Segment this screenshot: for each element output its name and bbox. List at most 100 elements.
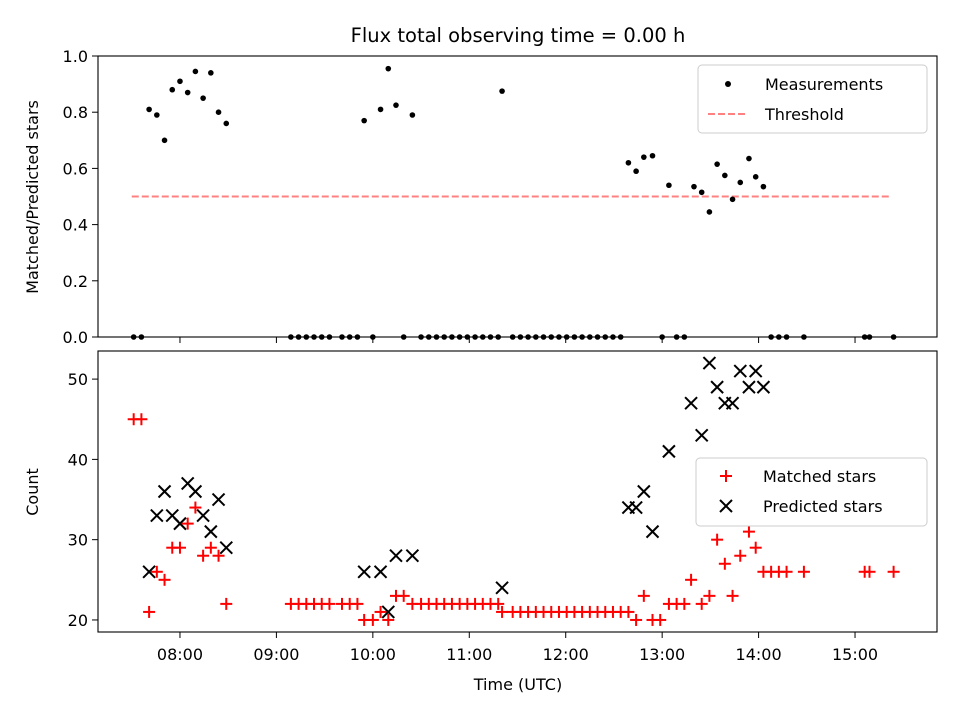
predicted-star-point bbox=[150, 508, 164, 523]
matched-star-point bbox=[135, 413, 148, 426]
matched-star-point bbox=[492, 597, 505, 610]
y-tick-label: 20 bbox=[68, 611, 88, 630]
measurement-point bbox=[760, 183, 767, 190]
top-x-axis-ticks bbox=[179, 337, 856, 343]
measurement-point bbox=[161, 137, 168, 144]
matched-star-point bbox=[734, 549, 747, 562]
measurement-point bbox=[729, 196, 736, 203]
bottom-y-axis-label: Count bbox=[23, 468, 42, 516]
measurement-point bbox=[625, 159, 632, 166]
predicted-star-point bbox=[142, 565, 156, 579]
matched-star-point bbox=[366, 613, 379, 626]
measurement-point bbox=[409, 112, 416, 118]
x-tick-label: 08:00 bbox=[157, 645, 203, 664]
top-y-axis: 0.0 0.2 0.4 0.6 0.8 1.0 bbox=[63, 47, 98, 347]
predicted-star-point bbox=[219, 540, 233, 555]
measurement-point bbox=[223, 120, 230, 127]
y-tick-label: 40 bbox=[68, 450, 88, 469]
matched-star-point bbox=[397, 589, 410, 602]
predicted-star-point bbox=[204, 524, 218, 539]
measurement-point bbox=[215, 109, 222, 115]
measurement-point bbox=[666, 182, 672, 189]
predicted-star-point bbox=[405, 549, 420, 563]
matched-star-point bbox=[654, 613, 667, 626]
top-legend-box bbox=[697, 64, 928, 134]
y-tick-label: 0.6 bbox=[63, 159, 88, 178]
measurement-point bbox=[200, 95, 206, 101]
measurement-point bbox=[737, 179, 744, 186]
matched-star-point bbox=[212, 549, 225, 562]
matched-star-point bbox=[780, 565, 793, 578]
top-data-marks bbox=[130, 65, 897, 340]
matched-star-point bbox=[382, 613, 395, 626]
matched-star-point bbox=[173, 541, 186, 554]
matched-star-point bbox=[726, 589, 739, 602]
predicted-star-point bbox=[188, 484, 203, 499]
measurement-point bbox=[691, 183, 697, 190]
top-panel: 0.0 0.2 0.4 0.6 0.8 1.0 Matched/Predicted sta… bbox=[23, 47, 938, 347]
legend-marker-measurements bbox=[725, 81, 731, 87]
matched-star-point bbox=[374, 605, 387, 618]
y-tick-label: 30 bbox=[68, 531, 88, 550]
predicted-star-point bbox=[157, 484, 172, 499]
bottom-axes-frame bbox=[97, 350, 938, 633]
measurement-point bbox=[649, 152, 656, 159]
y-tick-label: 0.0 bbox=[63, 328, 88, 347]
predicted-star-point bbox=[381, 605, 395, 619]
legend-label-measurements: Measurements bbox=[765, 75, 883, 94]
bottom-x-axis: 08:00 09:00 10:00 11:00 12:00 13:00 14:00 15:00 bbox=[157, 632, 878, 664]
x-tick-label: 15:00 bbox=[832, 645, 878, 664]
bottom-data-marks bbox=[127, 356, 900, 626]
predicted-star-point bbox=[196, 508, 210, 523]
measurement-point bbox=[633, 168, 639, 175]
y-tick-label: 0.4 bbox=[63, 216, 88, 235]
x-tick-label: 09:00 bbox=[253, 645, 299, 664]
matched-star-point bbox=[711, 533, 724, 546]
x-tick-label: 11:00 bbox=[446, 645, 492, 664]
matched-star-point bbox=[685, 573, 698, 586]
measurement-point bbox=[154, 112, 160, 118]
predicted-star-point bbox=[694, 428, 709, 443]
measurement-point bbox=[192, 68, 199, 75]
measurement-point bbox=[698, 189, 705, 196]
predicted-star-point bbox=[742, 380, 756, 394]
measurement-point bbox=[208, 70, 214, 76]
x-axis-label: Time (UTC) bbox=[473, 675, 562, 694]
top-y-axis-label: Matched/Predicted stars bbox=[23, 100, 42, 294]
measurement-point bbox=[377, 106, 384, 113]
legend-label-predicted-stars: Predicted stars bbox=[763, 497, 883, 516]
matched-star-point bbox=[197, 549, 210, 562]
matched-star-point bbox=[323, 597, 336, 610]
bottom-panel: 20 30 40 50 08:00 09:00 10:00 11:00 12:00 13:00 1… bbox=[23, 350, 938, 694]
top-legend: Measurements Threshold bbox=[697, 64, 928, 134]
top-axes-frame bbox=[97, 55, 938, 338]
matched-star-point bbox=[496, 605, 509, 618]
measurement-point bbox=[499, 88, 505, 94]
predicted-star-point bbox=[637, 484, 651, 499]
matched-star-point bbox=[143, 605, 156, 618]
measurement-point bbox=[361, 117, 367, 124]
x-tick-label: 14:00 bbox=[736, 645, 782, 664]
matched-star-point bbox=[742, 525, 755, 538]
measurement-point bbox=[641, 154, 647, 160]
matched-star-point bbox=[150, 565, 163, 578]
x-tick-label: 12:00 bbox=[543, 645, 589, 664]
predicted-star-point bbox=[733, 364, 747, 378]
chart-title: Flux total observing time = 0.00 h bbox=[351, 24, 686, 47]
measurement-point bbox=[184, 89, 191, 96]
predicted-star-point bbox=[211, 492, 226, 507]
measurement-point bbox=[177, 78, 183, 85]
predicted-star-point bbox=[662, 444, 676, 459]
matched-star-point bbox=[718, 557, 731, 570]
matched-star-point bbox=[678, 597, 691, 610]
legend-marker-matched-stars bbox=[720, 470, 732, 482]
y-tick-label: 0.2 bbox=[63, 272, 88, 291]
measurement-point bbox=[385, 65, 392, 72]
matched-star-point bbox=[703, 589, 716, 602]
legend-label-matched-stars: Matched stars bbox=[763, 467, 876, 486]
matched-star-point bbox=[189, 501, 202, 514]
measurement-point bbox=[169, 86, 176, 93]
legend-label-threshold: Threshold bbox=[764, 105, 844, 124]
bottom-legend: Matched stars Predicted stars bbox=[695, 457, 928, 527]
